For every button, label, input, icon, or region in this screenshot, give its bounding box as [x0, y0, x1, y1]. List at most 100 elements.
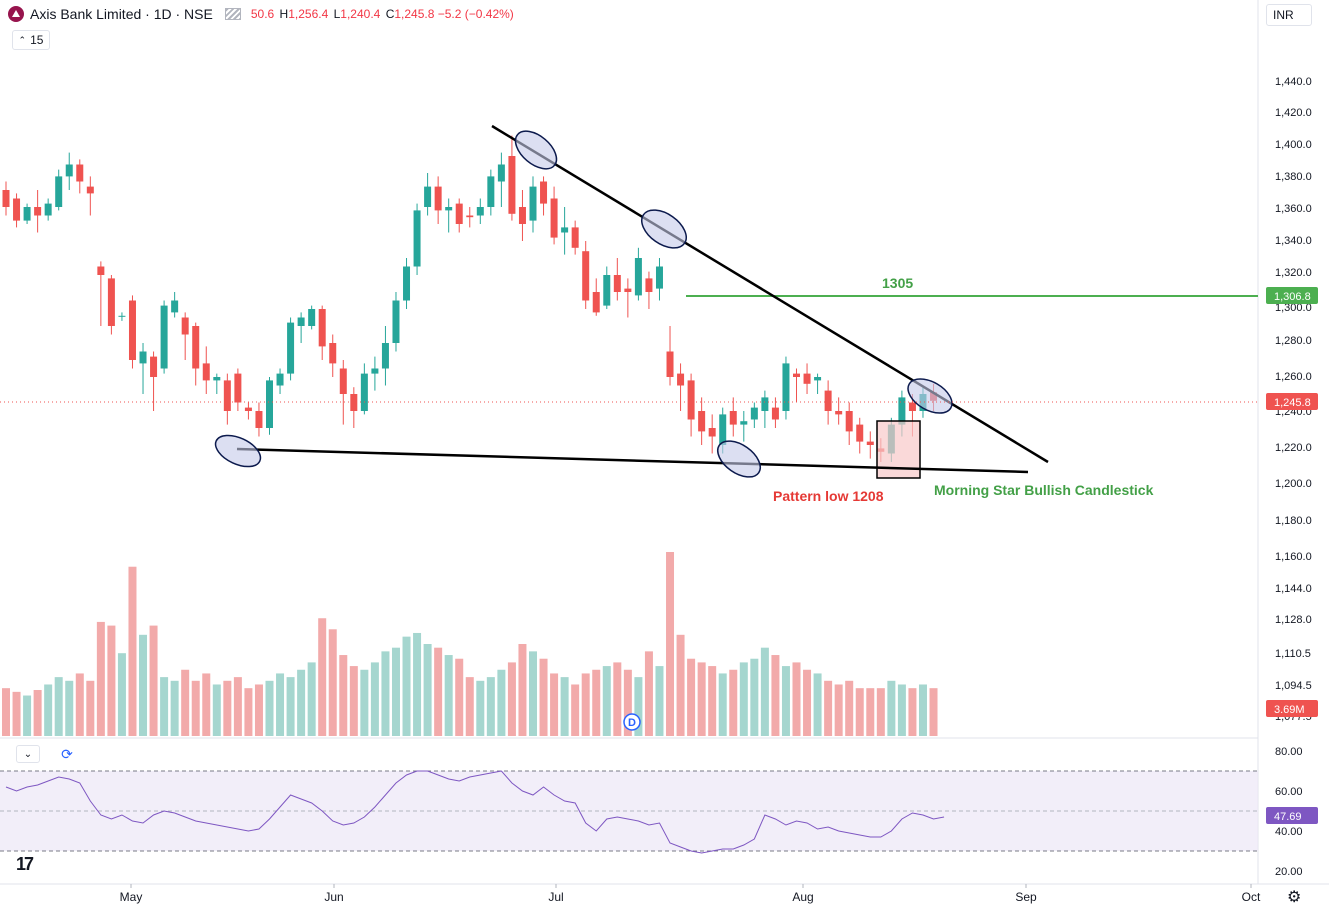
- candle-body: [550, 198, 558, 238]
- volume-bar: [897, 684, 906, 736]
- volume-bar: [181, 669, 190, 736]
- ohlc-close: 1,245.8: [394, 7, 435, 21]
- volume-bar: [402, 636, 411, 736]
- volume-bar: [581, 673, 590, 736]
- candle-body: [360, 373, 368, 411]
- candle-body: [424, 186, 432, 207]
- rsi-panel: [0, 770, 1258, 854]
- candle-body: [613, 275, 621, 292]
- candle-body: [329, 343, 337, 364]
- tradingview-logo[interactable]: 17: [16, 854, 34, 874]
- candle-body: [234, 373, 242, 403]
- volume-bar: [908, 688, 917, 736]
- volume-bar: [697, 662, 706, 736]
- candle-body: [192, 326, 200, 369]
- price-tick-label: 1,340.0: [1275, 235, 1312, 247]
- candle-body: [128, 300, 136, 360]
- candle-body: [582, 251, 590, 301]
- rsi-axis: 80.00 60.00 40.00 20.00 47.69: [1266, 746, 1318, 878]
- volume-bar: [887, 680, 896, 736]
- volume-bar: [497, 669, 506, 736]
- candle-body: [719, 414, 727, 445]
- volume-bar: [276, 673, 285, 736]
- price-tick-label: 1,380.0: [1275, 171, 1312, 183]
- candle-body: [339, 368, 347, 394]
- candle-body: [107, 278, 115, 326]
- candle-body: [2, 190, 10, 207]
- price-tick-label: 1,220.0: [1275, 442, 1312, 454]
- candle-body: [476, 207, 484, 216]
- candle-body: [708, 428, 716, 437]
- volume-bar: [244, 688, 253, 736]
- candle-body: [350, 394, 358, 411]
- volume-bar: [571, 684, 580, 736]
- flag-icon[interactable]: [224, 8, 241, 20]
- volume-bar: [65, 680, 74, 736]
- volume-bar: [233, 677, 242, 736]
- time-axis: May Jun Jul Aug Sep Oct: [120, 884, 1261, 904]
- volume-bar: [676, 634, 685, 736]
- volume-bar: [33, 690, 42, 736]
- price-tick-label: 1,094.5: [1275, 680, 1312, 692]
- currency-selector[interactable]: INR: [1266, 4, 1312, 26]
- volume-bar: [339, 655, 348, 736]
- price-tick-label: 1,160.0: [1275, 551, 1312, 563]
- candle-body: [677, 373, 685, 386]
- volume-bar: [86, 680, 95, 736]
- candle-body: [908, 402, 916, 411]
- volume-bar: [444, 655, 453, 736]
- interval-selector[interactable]: ⌃ 15: [12, 30, 50, 50]
- candle-body: [793, 373, 800, 377]
- candle-body: [866, 441, 874, 445]
- candle-body: [603, 275, 611, 306]
- volume-bar: [507, 662, 516, 736]
- rsi-value-text: 47.69: [1274, 811, 1302, 823]
- volume-bar: [476, 680, 485, 736]
- candle-body: [740, 421, 748, 425]
- candle-body: [160, 305, 168, 369]
- volume-bar: [729, 669, 738, 736]
- price-tick-label: 1,180.0: [1275, 515, 1312, 527]
- refresh-icon[interactable]: ⟳: [61, 745, 73, 762]
- volume-bar: [560, 677, 569, 736]
- candle-body: [687, 380, 695, 420]
- price-tick-label: 1,300.0: [1275, 302, 1312, 314]
- candle-body: [403, 266, 411, 301]
- volume-bar: [792, 662, 801, 736]
- volume-bar: [160, 677, 169, 736]
- symbol-title[interactable]: Axis Bank Limited · 1D · NSE: [30, 6, 213, 22]
- time-tick-label: Aug: [792, 890, 813, 904]
- ohlc-readout: 50.6 H1,256.4 L1,240.4 C1,245.8 −5.2 (−0…: [250, 7, 514, 21]
- candle-body: [55, 176, 63, 207]
- volume-bar: [750, 658, 759, 736]
- volume-bar: [223, 680, 232, 736]
- time-tick-label: Jul: [548, 890, 563, 904]
- volume-bar: [929, 688, 938, 736]
- price-tick-label: 1,128.0: [1275, 614, 1312, 626]
- candle-body: [856, 424, 864, 442]
- chevron-down-icon[interactable]: ⌄: [16, 745, 40, 763]
- candle-body: [413, 210, 421, 267]
- volume-bar: [96, 621, 105, 736]
- collapse-icon: ⌃: [18, 34, 27, 45]
- candle-body: [65, 164, 73, 177]
- rsi-tick-label: 80.00: [1275, 746, 1303, 758]
- candle-body: [803, 373, 811, 384]
- candle-body: [86, 186, 94, 194]
- volume-bar: [455, 658, 464, 736]
- volume-bar: [739, 662, 748, 736]
- volume-bar: [360, 669, 369, 736]
- volume-bar: [834, 684, 843, 736]
- volume-bar: [318, 618, 327, 736]
- volume-bar: [550, 673, 559, 736]
- candle-body: [13, 198, 21, 221]
- volume-bar: [760, 647, 769, 736]
- time-tick-label: May: [120, 890, 143, 904]
- volume-bar: [370, 662, 379, 736]
- volume-bar: [139, 634, 148, 736]
- price-tick-label: 1,280.0: [1275, 335, 1312, 347]
- price-tick-label: 1,110.5: [1275, 648, 1311, 660]
- gear-icon[interactable]: ⚙: [1287, 889, 1302, 906]
- candle-body: [761, 397, 769, 411]
